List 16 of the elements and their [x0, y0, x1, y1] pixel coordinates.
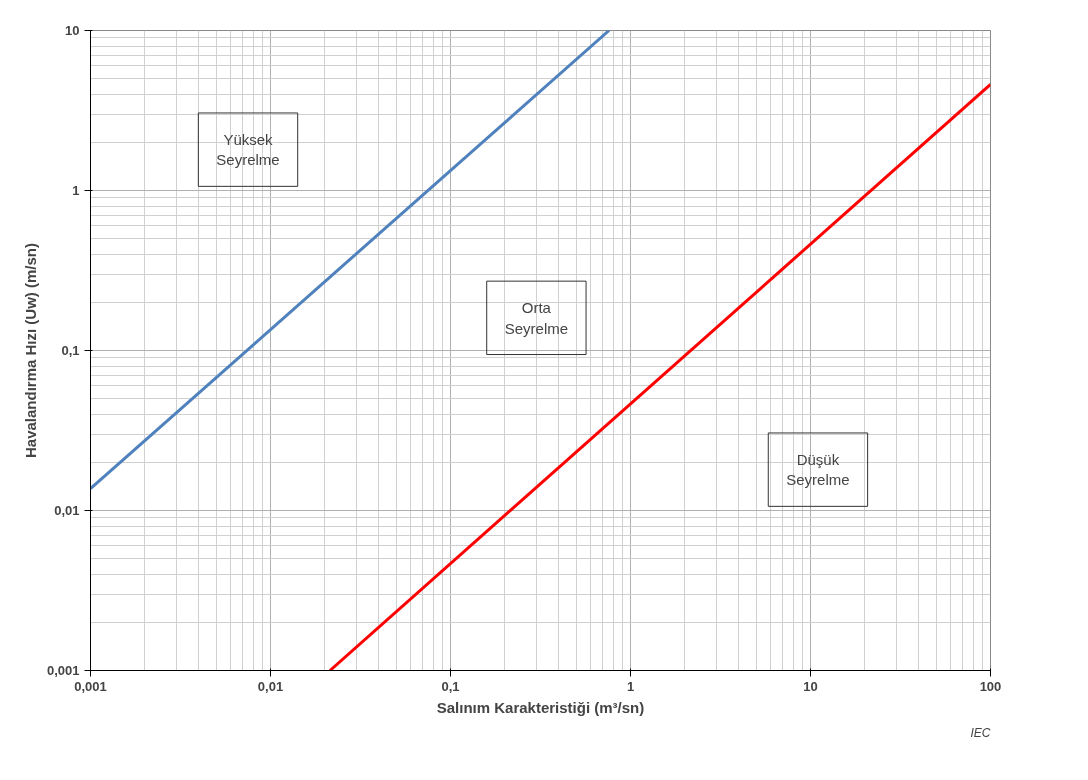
y-tick-label: 1 — [72, 183, 80, 198]
y-tick-label: 0,001 — [46, 663, 80, 678]
annotation: Düşük Seyrelme — [786, 450, 850, 489]
text: IEC — [970, 725, 991, 740]
y-tick-label: 10 — [65, 23, 80, 38]
x-axis-title: Salınım Karakteristiği (m³/sn) — [436, 698, 645, 716]
x-tick-label: 0,01 — [257, 678, 284, 694]
annotation: Orta Seyrelme — [504, 299, 569, 337]
x-tick-label: 100 — [979, 678, 1002, 694]
y-tick-label: 0,01 — [54, 503, 80, 518]
x-tick-label: 1 — [626, 678, 635, 694]
x-tick-label: 0,1 — [441, 678, 460, 694]
y-tick-label: 0,1 — [61, 343, 80, 358]
annotation: Yüksek Seyrelme — [216, 130, 280, 169]
y-axis-title: Havalandırma Hızı (Uw) (m/sn) — [21, 242, 39, 459]
x-tick-label: 10 — [803, 678, 818, 694]
